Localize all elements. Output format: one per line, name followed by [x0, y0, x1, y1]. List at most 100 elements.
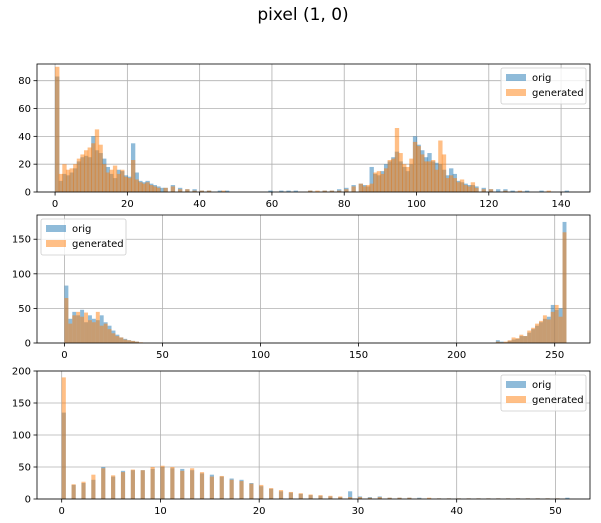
histogram-bar-generated [373, 172, 378, 192]
histogram-bar-generated [546, 319, 551, 343]
histogram-bar-generated [55, 66, 60, 192]
legend-swatch-generated [506, 89, 526, 96]
histogram-bar-orig [510, 190, 515, 192]
histogram-bar-generated [102, 164, 107, 192]
histogram-bar-generated [348, 497, 353, 499]
histogram-bar-generated [112, 165, 118, 192]
y-tick-label: 50 [18, 463, 31, 474]
histogram-bar-generated [402, 164, 407, 192]
x-tick-label: 20 [253, 506, 266, 517]
histogram-bar-generated [336, 190, 342, 192]
histogram-bar-generated [163, 187, 168, 192]
legend: orig generated [500, 67, 587, 105]
histogram-bar-generated [546, 190, 551, 192]
histogram-bar-generated [98, 144, 103, 192]
histogram-bar-generated [394, 128, 400, 192]
y-tick-label: 200 [12, 367, 31, 378]
histogram-bar-generated [377, 497, 382, 499]
figure-title: pixel (1, 0) [257, 5, 348, 25]
histogram-bar-generated [427, 497, 432, 499]
histogram-bar-generated [152, 186, 157, 192]
histogram-bar-generated [99, 325, 104, 343]
y-tick-label: 100 [12, 431, 31, 442]
histogram-bar-generated [209, 476, 214, 499]
histogram-bar-generated [407, 497, 412, 499]
histogram-bar-generated [427, 161, 432, 192]
tick-labels: 0 50 100 150 200 250 0 50 100 150 [12, 235, 564, 361]
histogram-bar-generated [357, 497, 363, 499]
histogram-bar-generated [81, 481, 86, 499]
histogram-bar-generated [308, 494, 313, 499]
histogram-bar-generated [84, 312, 88, 343]
histogram-bar-generated [438, 140, 443, 192]
histogram-bar-generated [441, 154, 447, 192]
histogram-bar-generated [362, 186, 367, 192]
histogram-bar-generated [192, 190, 197, 192]
histogram-bar-generated [111, 475, 116, 499]
histogram-bar-orig [224, 190, 230, 192]
histogram-bar-generated [120, 472, 126, 499]
histogram-bar-orig [564, 190, 570, 192]
histogram-bar-generated [535, 323, 540, 343]
histogram-panel-3: 0 10 20 30 40 50 0 50 100 150 200 orig generated [12, 367, 591, 517]
histogram-bar-generated [318, 495, 323, 499]
histogram-bar-generated [180, 470, 185, 499]
x-tick-label: 10 [154, 506, 167, 517]
histogram-bar-generated [58, 173, 64, 192]
x-tick-label: 140 [552, 199, 571, 210]
histogram-bar-generated [383, 168, 389, 192]
histogram-bar-orig [369, 166, 374, 192]
histogram-bar-generated [119, 337, 124, 343]
histogram-bar-generated [562, 232, 567, 343]
histogram-bar-generated [398, 153, 403, 192]
histogram-bar-generated [127, 178, 132, 192]
histogram-bar-generated [488, 189, 494, 192]
y-tick-label: 0 [25, 495, 31, 506]
histogram-bar-generated [358, 183, 364, 192]
histogram-bar-generated [80, 316, 85, 343]
histogram-bar-generated [160, 465, 165, 499]
histogram-bar-generated [170, 467, 175, 499]
histogram-bar-generated [71, 484, 76, 499]
histogram-bar-generated [517, 190, 523, 192]
histogram-bar-orig [496, 189, 501, 192]
histogram-bar-generated [123, 339, 128, 343]
y-tick-label: 150 [12, 235, 31, 246]
histogram-bar-generated [456, 182, 461, 192]
histogram-bar-generated [470, 182, 476, 192]
histogram-bar-generated [539, 320, 543, 343]
histogram-bar-generated [416, 146, 421, 192]
y-tick-label: 0 [25, 188, 31, 199]
histogram-bar-generated [115, 336, 120, 343]
histogram-bar-generated [511, 337, 516, 343]
histogram-bar-generated [141, 183, 147, 192]
histogram-bar-generated [481, 189, 486, 192]
histogram-bar-generated [91, 143, 96, 192]
y-tick-label: 80 [18, 76, 31, 87]
histogram-panel-2: 0 50 100 150 200 250 0 50 100 150 orig generated [12, 214, 591, 361]
histogram-bar-orig [279, 190, 284, 192]
histogram-bar-generated [123, 176, 129, 192]
histogram-bar-generated [542, 315, 547, 343]
histogram-bar-generated [329, 190, 335, 192]
histogram-bar-generated [62, 164, 67, 192]
histogram-bar-generated [134, 179, 139, 192]
histogram-bar-generated [80, 154, 85, 192]
histogram-bar-generated [430, 160, 436, 192]
x-tick-label: 150 [349, 350, 368, 361]
histogram-bar-generated [449, 175, 454, 192]
y-tick-label: 0 [25, 339, 31, 350]
legend-swatch-generated [506, 396, 526, 403]
histogram-bar-generated [387, 497, 392, 499]
histogram-bar-generated [61, 377, 66, 499]
x-tick-label: 0 [61, 350, 67, 361]
histogram-bar-generated [107, 329, 112, 343]
histogram-bar-generated [554, 304, 559, 343]
legend-label-orig: orig [532, 73, 551, 84]
histogram-bar-generated [185, 189, 190, 192]
histogram-bar-generated [474, 187, 479, 192]
histogram-bar-generated [229, 479, 234, 499]
histogram-bar-generated [103, 323, 108, 343]
legend-label-generated: generated [532, 395, 584, 406]
histogram-bar-generated [459, 179, 465, 192]
